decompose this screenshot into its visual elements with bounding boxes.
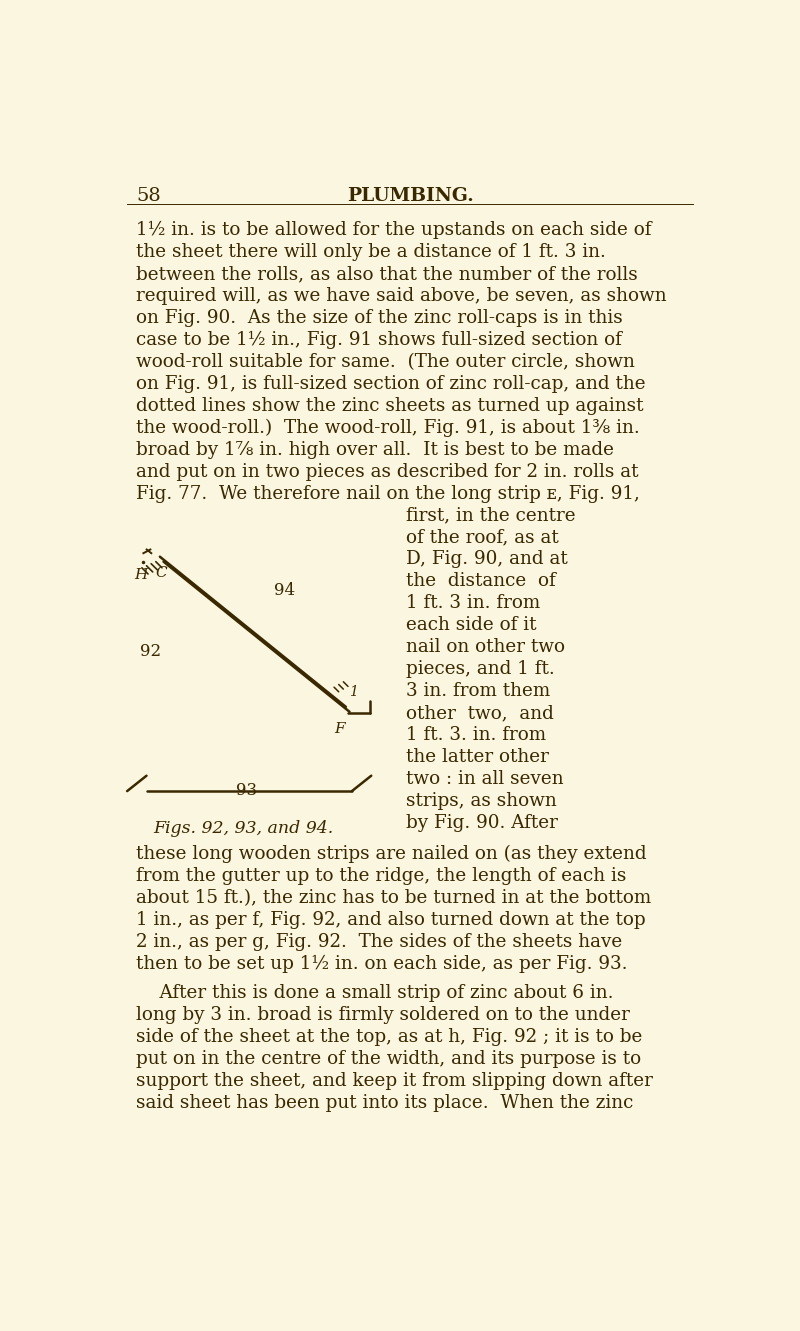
- Text: 92: 92: [140, 643, 162, 660]
- Text: long by 3 in. broad is firmly soldered on to the under: long by 3 in. broad is firmly soldered o…: [137, 1006, 630, 1025]
- Text: about 15 ft.), the zinc has to be turned in at the bottom: about 15 ft.), the zinc has to be turned…: [137, 889, 652, 906]
- Text: C: C: [155, 566, 166, 579]
- Text: put on in the centre of the width, and its purpose is to: put on in the centre of the width, and i…: [137, 1050, 642, 1069]
- Text: 1 in., as per f, Fig. 92, and also turned down at the top: 1 in., as per f, Fig. 92, and also turne…: [137, 910, 646, 929]
- Text: case to be 1½ in., Fig. 91 shows full-sized section of: case to be 1½ in., Fig. 91 shows full-si…: [137, 331, 622, 349]
- Text: on Fig. 90.  As the size of the zinc roll-caps is in this: on Fig. 90. As the size of the zinc roll…: [137, 309, 623, 327]
- Text: 1 ft. 3. in. from: 1 ft. 3. in. from: [406, 725, 546, 744]
- Text: 1 ft. 3 in. from: 1 ft. 3 in. from: [406, 595, 540, 612]
- Text: pieces, and 1 ft.: pieces, and 1 ft.: [406, 660, 555, 679]
- Text: dotted lines show the zinc sheets as turned up against: dotted lines show the zinc sheets as tur…: [137, 397, 644, 415]
- Text: these long wooden strips are nailed on (as they extend: these long wooden strips are nailed on (…: [137, 845, 647, 864]
- Text: 1½ in. is to be allowed for the upstands on each side of: 1½ in. is to be allowed for the upstands…: [137, 221, 652, 240]
- Text: the latter other: the latter other: [406, 748, 549, 767]
- Text: side of the sheet at the top, as at h, Fig. 92 ; it is to be: side of the sheet at the top, as at h, F…: [137, 1029, 643, 1046]
- Text: strips, as shown: strips, as shown: [406, 792, 557, 809]
- Text: the wood-roll.)  The wood-roll, Fig. 91, is about 1⅜ in.: the wood-roll.) The wood-roll, Fig. 91, …: [137, 419, 640, 437]
- Text: the sheet there will only be a distance of 1 ft. 3 in.: the sheet there will only be a distance …: [137, 244, 606, 261]
- Text: D, Fig. 90, and at: D, Fig. 90, and at: [406, 551, 568, 568]
- Text: and put on in two pieces as described for 2 in. rolls at: and put on in two pieces as described fo…: [137, 463, 639, 480]
- Text: from the gutter up to the ridge, the length of each is: from the gutter up to the ridge, the len…: [137, 866, 627, 885]
- Text: other  two,  and: other two, and: [406, 704, 554, 723]
- Text: 3 in. from them: 3 in. from them: [406, 683, 550, 700]
- Text: Fig. 77.  We therefore nail on the long strip ᴇ, Fig. 91,: Fig. 77. We therefore nail on the long s…: [137, 484, 640, 503]
- Text: wood-roll suitable for same.  (The outer circle, shown: wood-roll suitable for same. (The outer …: [137, 353, 635, 371]
- Text: two : in all seven: two : in all seven: [406, 769, 564, 788]
- Text: of the roof, as at: of the roof, as at: [406, 528, 559, 547]
- Text: Figs. 92, 93, and 94.: Figs. 92, 93, and 94.: [154, 820, 334, 837]
- Text: 1: 1: [349, 685, 358, 699]
- Text: on Fig. 91, is full-sized section of zinc roll-cap, and the: on Fig. 91, is full-sized section of zin…: [137, 375, 646, 393]
- Text: between the rolls, as also that the number of the rolls: between the rolls, as also that the numb…: [137, 265, 638, 284]
- Text: said sheet has been put into its place.  When the zinc: said sheet has been put into its place. …: [137, 1094, 634, 1113]
- Text: H: H: [134, 568, 147, 582]
- Text: required will, as we have said above, be seven, as shown: required will, as we have said above, be…: [137, 287, 667, 305]
- Text: 93: 93: [236, 781, 257, 799]
- Text: first, in the centre: first, in the centre: [406, 507, 576, 524]
- Text: 94: 94: [274, 582, 295, 599]
- Text: broad by 1⅞ in. high over all.  It is best to be made: broad by 1⅞ in. high over all. It is bes…: [137, 441, 614, 459]
- Text: F: F: [334, 721, 345, 736]
- Text: 2 in., as per g, Fig. 92.  The sides of the sheets have: 2 in., as per g, Fig. 92. The sides of t…: [137, 933, 622, 950]
- Text: PLUMBING.: PLUMBING.: [346, 188, 474, 205]
- Text: 58: 58: [137, 188, 161, 205]
- Text: the  distance  of: the distance of: [406, 572, 556, 591]
- Text: then to be set up 1½ in. on each side, as per Fig. 93.: then to be set up 1½ in. on each side, a…: [137, 954, 628, 973]
- Text: each side of it: each side of it: [406, 616, 537, 635]
- Text: nail on other two: nail on other two: [406, 639, 565, 656]
- Text: by Fig. 90. After: by Fig. 90. After: [406, 813, 558, 832]
- Text: After this is done a small strip of zinc about 6 in.: After this is done a small strip of zinc…: [137, 985, 614, 1002]
- Text: support the sheet, and keep it from slipping down after: support the sheet, and keep it from slip…: [137, 1073, 654, 1090]
